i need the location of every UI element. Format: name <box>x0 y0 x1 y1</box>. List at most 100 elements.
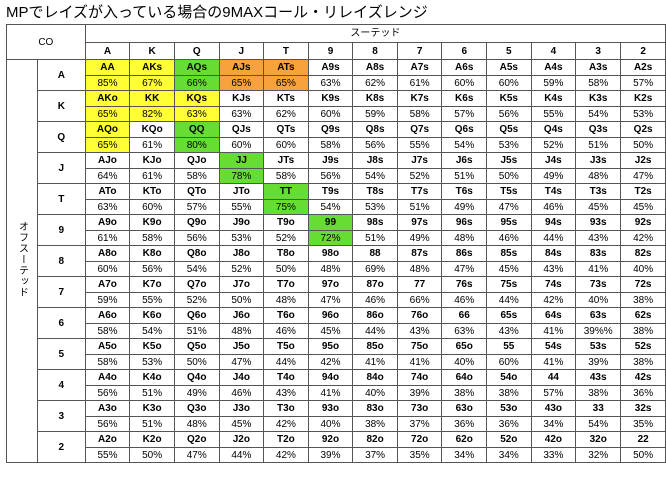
equity-cell: 41% <box>530 323 577 339</box>
equity-cell: 63% <box>307 75 354 91</box>
equity-cell: 48% <box>307 261 354 277</box>
column-header-9: 9 <box>307 42 354 60</box>
hand-cell: J6s <box>441 152 488 169</box>
equity-cell: 44% <box>218 447 265 463</box>
hand-cell: J8s <box>352 152 398 169</box>
equity-cell: 46% <box>441 292 488 308</box>
equity-cell: 61% <box>129 168 175 184</box>
equity-cell: 54% <box>575 416 622 432</box>
equity-cell: 48% <box>441 230 488 246</box>
hand-cell: A8s <box>352 59 398 76</box>
hand-cell: J6o <box>218 307 265 324</box>
equity-cell: 51% <box>441 168 488 184</box>
hand-cell: 62s <box>620 307 666 324</box>
hand-cell: K7s <box>396 90 443 107</box>
equity-cell: 72% <box>307 230 354 246</box>
equity-cell: 60% <box>441 75 488 91</box>
pct-row: 85% 67% 66% 65% 65% 63% 62% 61% 60% 60% 59% 58% 57% <box>7 75 666 91</box>
hand-cell: 93o <box>307 400 354 417</box>
equity-cell: 63% <box>173 106 220 122</box>
equity-cell: 48% <box>218 323 265 339</box>
equity-cell: 56% <box>129 261 175 277</box>
hand-cell: T3o <box>263 400 309 417</box>
hand-row: 8 A8o K8o Q8o J8o T8o 98o 88 87s 86s 85s 84s 83s 82s <box>7 245 666 277</box>
hand-cell: Q9s <box>307 121 354 138</box>
column-header-3: 3 <box>575 42 622 60</box>
offsuit-header: オフスーテッド <box>6 59 38 463</box>
equity-cell: 40% <box>575 292 622 308</box>
hand-cell: QQ <box>173 121 220 138</box>
equity-cell: 55% <box>84 447 131 463</box>
hand-cell: K4s <box>530 90 577 107</box>
hand-row: 5 A5o K5o Q5o J5o T5o 95o 85o 75o 65o 55 54s 53s 52s <box>7 338 666 370</box>
equity-cell: 56% <box>84 385 131 401</box>
hand-cell: T9o <box>263 214 309 231</box>
equity-cell: 50% <box>263 261 309 277</box>
hand-cell: A2s <box>620 59 666 76</box>
equity-cell: 40% <box>352 385 398 401</box>
equity-cell: 41% <box>352 354 398 370</box>
hand-cell: A3s <box>575 59 622 76</box>
equity-cell: 58% <box>173 168 220 184</box>
equity-cell: 40% <box>620 261 666 277</box>
hand-cell: J3o <box>218 400 265 417</box>
equity-cell: 50% <box>218 292 265 308</box>
equity-cell: 47% <box>307 292 354 308</box>
equity-cell: 80% <box>173 137 220 153</box>
equity-cell: 61% <box>129 137 175 153</box>
hand-cell: A7s <box>396 59 443 76</box>
column-header-T: T <box>263 42 309 60</box>
equity-cell: 75% <box>263 199 309 215</box>
equity-cell: 41% <box>396 354 443 370</box>
hand-cell: QTs <box>263 121 309 138</box>
equity-cell: 40% <box>307 416 354 432</box>
equity-cell: 65% <box>84 106 131 122</box>
hand-row: T ATo KTo QTo JTo TT T9s T8s T7s T6s T5s T4s T3s T2s <box>7 183 666 215</box>
hand-cell: T2o <box>263 431 309 448</box>
suited-header: スーテッド <box>84 24 666 43</box>
hand-cell: A5o <box>84 338 131 355</box>
column-header-6: 6 <box>441 42 488 60</box>
equity-cell: 43% <box>575 230 622 246</box>
page-title: MPでレイズが入っている場合の9MAXコール・リレイズレンジ <box>6 4 428 21</box>
equity-cell: 63% <box>218 106 265 122</box>
hand-cell: 33 <box>575 400 622 417</box>
equity-cell: 56% <box>84 416 131 432</box>
hand-cell: T9s <box>307 183 354 200</box>
equity-cell: 54% <box>352 168 398 184</box>
equity-cell: 45% <box>218 416 265 432</box>
equity-cell: 34% <box>441 447 488 463</box>
hand-cell: A6s <box>441 59 488 76</box>
equity-cell: 38% <box>620 323 666 339</box>
equity-cell: 47% <box>441 261 488 277</box>
row-header-5: 5 <box>36 338 86 370</box>
equity-cell: 39%% <box>575 323 622 339</box>
equity-cell: 38% <box>575 385 622 401</box>
equity-cell: 32% <box>575 447 622 463</box>
hand-cell: K3s <box>575 90 622 107</box>
equity-cell: 63% <box>84 199 131 215</box>
hand-cell: 76s <box>441 276 488 293</box>
pct-row: 59% 55% 52% 50% 48% 47% 46% 66% 46% 44% 42% 40% 38% <box>7 292 666 308</box>
row-header-K: K <box>36 90 86 122</box>
pct-row: 58% 54% 51% 48% 46% 45% 44% 43% 63% 43% 41% 39%% 38% <box>7 323 666 339</box>
hand-cell: 72s <box>620 276 666 293</box>
equity-cell: 60% <box>129 199 175 215</box>
hand-cell: KJo <box>129 152 175 169</box>
hand-cell: T8s <box>352 183 398 200</box>
hand-cell: T7o <box>263 276 309 293</box>
equity-cell: 54% <box>307 199 354 215</box>
equity-cell: 49% <box>396 230 443 246</box>
hand-cell: 32s <box>620 400 666 417</box>
hand-cell: KQo <box>129 121 175 138</box>
offsuit-label: オフスーテッド <box>16 220 28 298</box>
column-header-J: J <box>218 42 265 60</box>
hand-cell: Q8s <box>352 121 398 138</box>
equity-cell: 47% <box>173 447 220 463</box>
hand-cell: 43o <box>530 400 577 417</box>
hand-cell: A9s <box>307 59 354 76</box>
equity-cell: 42% <box>263 447 309 463</box>
hand-cell: Q8o <box>173 245 220 262</box>
hand-cell: 87o <box>352 276 398 293</box>
equity-cell: 53% <box>486 137 532 153</box>
